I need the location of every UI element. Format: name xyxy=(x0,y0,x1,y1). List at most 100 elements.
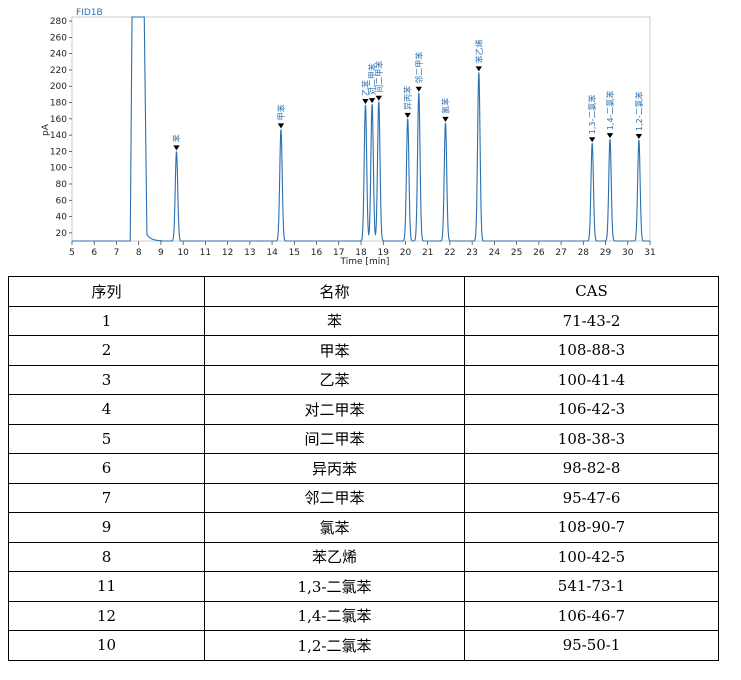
x-tick-label: 6 xyxy=(91,248,97,258)
chart-title: FID1B xyxy=(76,8,103,18)
peak-marker xyxy=(173,145,180,151)
peak-label: 1,2-二氯苯 xyxy=(634,91,644,131)
cell-cas: 100-42-5 xyxy=(464,541,719,572)
cell-name: 氯苯 xyxy=(204,512,465,543)
peak-marker xyxy=(415,86,422,92)
cell-name: 苯乙烯 xyxy=(204,541,465,572)
x-tick-label: 25 xyxy=(511,248,522,258)
x-tick-label: 9 xyxy=(158,248,164,258)
peak-marker xyxy=(589,137,596,143)
compound-table-wrap: 序列 名称 CAS 1 苯 71-43-2 2 甲苯 108-88-3 3 乙苯 100-41-… xyxy=(8,276,719,661)
cell-cas: 71-43-2 xyxy=(464,305,719,336)
table-row: 8 苯乙烯 100-42-5 xyxy=(8,541,719,572)
cell-seq: 5 xyxy=(8,423,205,454)
peak-marker xyxy=(404,112,411,118)
plot-frame xyxy=(71,16,651,242)
table-body: 1 苯 71-43-2 2 甲苯 108-88-3 3 乙苯 100-41-4 4 对二甲苯 106-… xyxy=(8,305,719,661)
y-tick-label: 180 xyxy=(50,99,67,109)
table-row: 1 苯 71-43-2 xyxy=(8,305,719,336)
x-tick-label: 30 xyxy=(622,248,634,258)
header-name: 名称 xyxy=(204,276,465,307)
chromatogram-svg: FID1B 20 40 60 80 100 120 140 160 180 200 220 240 26… xyxy=(41,8,656,267)
cell-cas: 106-42-3 xyxy=(464,394,719,425)
cell-name: 乙苯 xyxy=(204,364,465,395)
y-tick-label: 160 xyxy=(50,115,67,125)
table-row: 3 乙苯 100-41-4 xyxy=(8,364,719,395)
y-tick-label: 280 xyxy=(50,17,67,27)
cell-seq: 9 xyxy=(8,512,205,543)
header-seq: 序列 xyxy=(8,276,205,307)
cell-name: 间二甲苯 xyxy=(204,423,465,454)
x-tick-label: 8 xyxy=(136,248,142,258)
peak-label: 1,3-二氯苯 xyxy=(587,95,597,135)
x-tick-label: 16 xyxy=(311,248,323,258)
cell-name: 1,2-二氯苯 xyxy=(204,630,465,661)
peak-marker xyxy=(475,66,483,72)
cell-name: 异丙苯 xyxy=(204,453,465,484)
y-tick-label: 80 xyxy=(56,180,68,190)
cell-cas: 541-73-1 xyxy=(464,571,719,602)
cell-seq: 4 xyxy=(8,394,205,425)
chromatogram: FID1B 20 40 60 80 100 120 140 160 180 200 220 240 26… xyxy=(0,0,741,270)
x-tick-label: 23 xyxy=(466,248,477,258)
cell-name: 1,4-二氯苯 xyxy=(204,600,465,631)
chromatogram-trace xyxy=(72,16,650,242)
peak-label: 对二甲苯 xyxy=(367,63,377,95)
table-row: 5 间二甲苯 108-38-3 xyxy=(8,423,719,454)
peak-marker xyxy=(442,116,449,122)
x-tick-label: 10 xyxy=(177,248,189,258)
cell-cas: 108-90-7 xyxy=(464,512,719,543)
x-tick-label: 7 xyxy=(114,248,120,258)
cell-cas: 98-82-8 xyxy=(464,453,719,484)
x-tick-label: 20 xyxy=(400,248,412,258)
x-tick-label: 5 xyxy=(69,248,75,258)
peak-marker xyxy=(362,98,369,104)
x-tick-label: 12 xyxy=(222,248,233,258)
cell-cas: 95-50-1 xyxy=(464,630,719,661)
peak-label: 邻二甲苯 xyxy=(414,52,424,84)
x-tick-label: 19 xyxy=(378,248,390,258)
table-row: 12 1,4-二氯苯 106-46-7 xyxy=(8,600,719,631)
y-tick-label: 60 xyxy=(56,196,68,206)
x-tick-label: 26 xyxy=(533,248,545,258)
x-axis-label: Time [min] xyxy=(340,257,390,267)
peak-marker xyxy=(375,95,382,101)
cell-seq: 7 xyxy=(8,482,205,513)
x-tick-label: 22 xyxy=(444,248,455,258)
x-tick-label: 27 xyxy=(555,248,566,258)
peak-marker xyxy=(635,133,643,139)
y-axis: 20 40 60 80 100 120 140 160 180 200 220 240 260 280 xyxy=(50,17,72,239)
compound-table: 序列 名称 CAS 1 苯 71-43-2 2 甲苯 108-88-3 3 乙苯 100-41-… xyxy=(8,276,719,661)
cell-seq: 6 xyxy=(8,453,205,484)
x-tick-label: 14 xyxy=(266,248,278,258)
cell-name: 对二甲苯 xyxy=(204,394,465,425)
cell-name: 1,3-二氯苯 xyxy=(204,571,465,602)
cell-name: 苯 xyxy=(204,305,465,336)
peak-label: 氯苯 xyxy=(440,98,450,114)
table-row: 10 1,2-二氯苯 95-50-1 xyxy=(8,630,719,661)
x-tick-label: 28 xyxy=(578,248,590,258)
y-tick-label: 200 xyxy=(50,82,67,92)
x-tick-label: 11 xyxy=(200,248,211,258)
table-row: 4 对二甲苯 106-42-3 xyxy=(8,394,719,425)
peak-marker xyxy=(368,98,376,104)
peak-markers xyxy=(173,66,643,151)
y-tick-label: 240 xyxy=(50,50,67,60)
y-tick-label: 220 xyxy=(50,66,67,76)
y-tick-label: 20 xyxy=(56,229,68,239)
peak-marker xyxy=(606,133,614,139)
cell-seq: 12 xyxy=(8,600,205,631)
x-tick-label: 29 xyxy=(600,248,612,258)
table-row: 6 异丙苯 98-82-8 xyxy=(8,453,719,484)
peak-label: 异丙苯 xyxy=(403,86,413,110)
cell-cas: 106-46-7 xyxy=(464,600,719,631)
cell-seq: 3 xyxy=(8,364,205,395)
x-axis: 5 6 7 8 9 10 11 12 13 14 15 16 17 18 19 20 21 22 23 24 25 26 2… xyxy=(69,241,656,258)
table-row: 2 甲苯 108-88-3 xyxy=(8,335,719,366)
peak-label: 苯乙烯 xyxy=(474,39,484,63)
x-tick-label: 17 xyxy=(333,248,344,258)
peak-label: 间二甲苯 xyxy=(374,61,384,93)
y-tick-label: 120 xyxy=(50,147,67,157)
x-tick-label: 21 xyxy=(422,248,433,258)
y-axis-label: pA xyxy=(41,123,51,136)
